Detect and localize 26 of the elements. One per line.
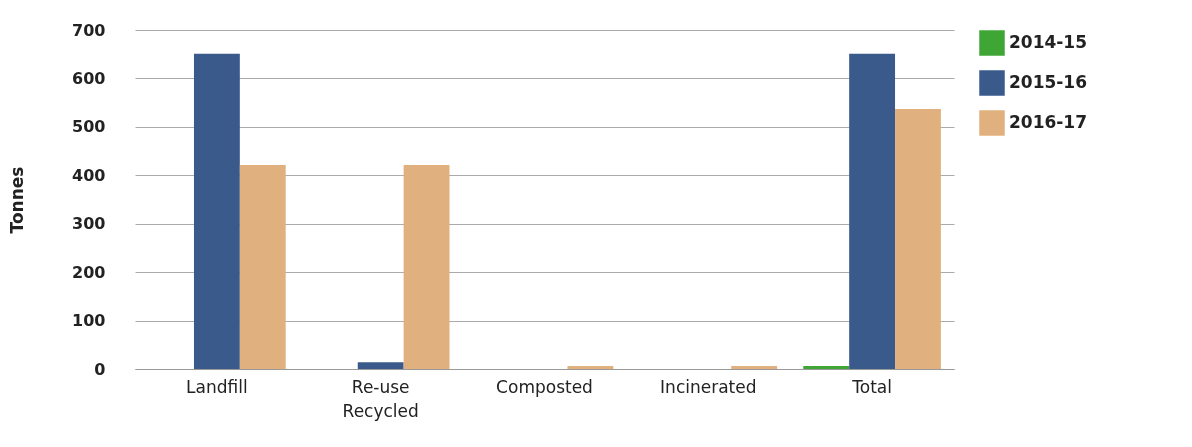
x-tick-label: Composted bbox=[496, 376, 593, 397]
bar bbox=[567, 366, 614, 369]
bar bbox=[731, 366, 778, 369]
x-tick-label: Landfill bbox=[186, 376, 248, 397]
legend-label: 2014-15 bbox=[1009, 32, 1088, 52]
y-tick-label: 700 bbox=[72, 20, 106, 40]
y-tick-label: 300 bbox=[72, 214, 106, 234]
bar bbox=[357, 362, 404, 369]
legend-label: 2016-17 bbox=[1009, 112, 1088, 132]
y-tick-label: 400 bbox=[72, 165, 106, 185]
x-tick-label: Incinerated bbox=[660, 376, 757, 397]
y-axis-title: Tonnes bbox=[7, 166, 28, 234]
y-tick-label: 100 bbox=[72, 311, 106, 331]
bar bbox=[403, 165, 450, 369]
x-tick-label: Total bbox=[851, 376, 892, 397]
bar bbox=[803, 366, 850, 369]
y-tick-label: 0 bbox=[94, 359, 106, 379]
bar bbox=[239, 165, 286, 369]
y-tick-label: 200 bbox=[72, 262, 106, 282]
bar bbox=[895, 108, 941, 369]
y-tick-label: 600 bbox=[72, 68, 106, 88]
bar bbox=[193, 53, 240, 369]
bar bbox=[849, 53, 896, 369]
y-tick-label: 500 bbox=[72, 117, 106, 137]
legend-label: 2015-16 bbox=[1009, 72, 1088, 92]
x-tick-label: Re-use Recycled bbox=[342, 376, 419, 421]
